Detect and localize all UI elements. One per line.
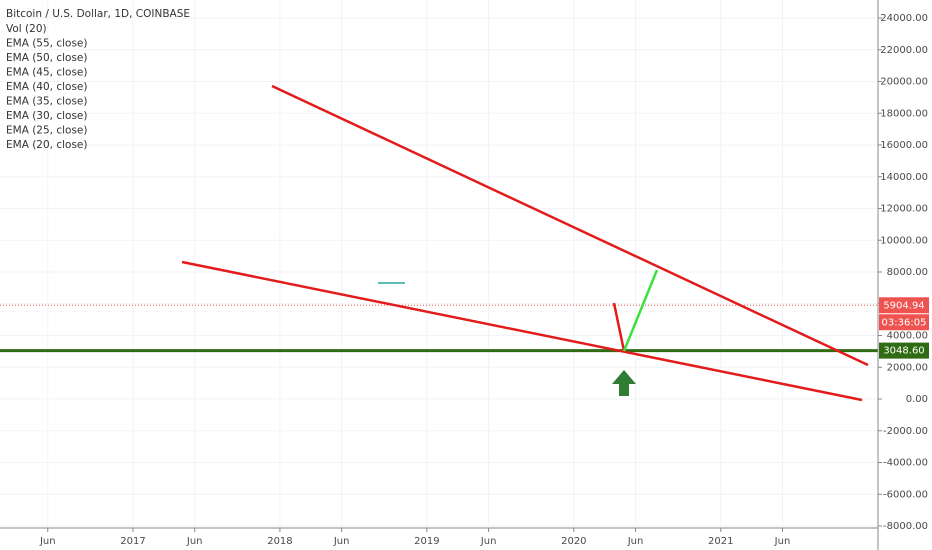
y-tick-label: 20000.00: [880, 77, 928, 88]
x-tick-label: 2020: [561, 536, 586, 547]
marks: [0, 304, 878, 353]
x-tick-label: Jun: [774, 536, 791, 547]
indicator-label: EMA (40, close): [6, 81, 88, 93]
trend-line: [181, 260, 863, 402]
x-tick-label: Jun: [480, 536, 497, 547]
indicator-label: EMA (45, close): [6, 67, 88, 79]
price-tag-label: 3048.60: [883, 346, 924, 357]
y-tick-label: 12000.00: [880, 204, 928, 215]
indicator-label: Vol (20): [6, 23, 47, 35]
y-tick-label: 22000.00: [880, 45, 928, 56]
indicator-label: EMA (55, close): [6, 38, 88, 50]
indicator-label: EMA (20, close): [6, 139, 88, 151]
trend-line: [271, 84, 869, 367]
countdown-label: 03:36:05: [882, 317, 927, 328]
y-tick-label: 18000.00: [880, 108, 928, 119]
x-tick-label: Jun: [333, 536, 350, 547]
projection-down: [612, 302, 626, 352]
projection-up: [622, 269, 659, 352]
legend: Bitcoin / U.S. Dollar, 1D, COINBASE Vol …: [6, 8, 190, 151]
indicator-label: EMA (30, close): [6, 110, 88, 122]
y-tick-label: 4000.00: [887, 331, 928, 342]
x-tick-label: Jun: [39, 536, 56, 547]
x-tick-label: 2017: [120, 536, 145, 547]
x-tick-label: 2018: [267, 536, 292, 547]
grid: [0, 0, 878, 527]
indicator-label: EMA (25, close): [6, 125, 88, 137]
y-tick-label: -6000.00: [883, 489, 928, 500]
y-tick-label: 24000.00: [880, 13, 928, 24]
y-tick-label: -2000.00: [883, 426, 928, 437]
price-tag-label: 5904.94: [883, 300, 924, 311]
countdown-tag: [879, 314, 929, 331]
x-tick-label: Jun: [186, 536, 203, 547]
y-tick-label: 0.00: [906, 394, 928, 405]
indicator-label: EMA (50, close): [6, 52, 88, 64]
indicator-label: EMA (35, close): [6, 96, 88, 108]
price-tag: [879, 342, 929, 359]
x-tick-label: Jun: [627, 536, 644, 547]
up-arrow: [612, 370, 636, 396]
y-tick-label: -8000.00: [883, 521, 928, 532]
y-tick-label: 10000.00: [880, 235, 928, 246]
y-tick-label: 2000.00: [887, 362, 928, 373]
x-tick-label: 2021: [708, 536, 733, 547]
y-tick-label: -4000.00: [883, 458, 928, 469]
y-tick-label: 16000.00: [880, 140, 928, 151]
price-tag: [879, 297, 929, 314]
labels: 5904.94 03:36:05 3048.60: [879, 297, 929, 359]
x-tick-label: 2019: [414, 536, 439, 547]
y-tick-label: 8000.00: [887, 267, 928, 278]
chart-title: Bitcoin / U.S. Dollar, 1D, COINBASE: [6, 8, 190, 20]
y-tick-label: 14000.00: [880, 172, 928, 183]
